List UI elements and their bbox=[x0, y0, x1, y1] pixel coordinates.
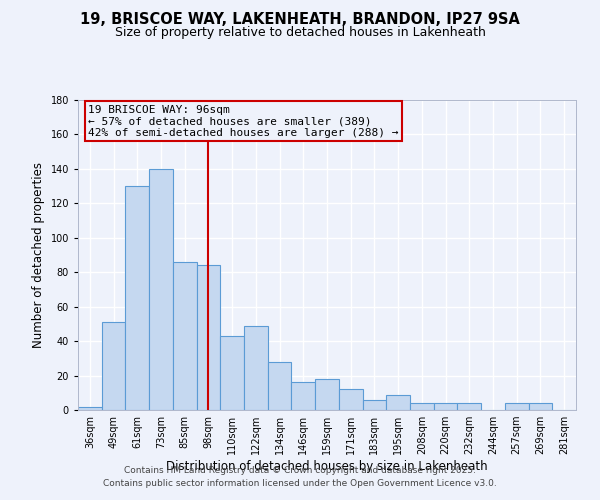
Bar bbox=[386, 394, 410, 410]
Bar bbox=[529, 403, 552, 410]
Bar bbox=[244, 326, 268, 410]
Bar bbox=[149, 169, 173, 410]
Text: 19, BRISCOE WAY, LAKENHEATH, BRANDON, IP27 9SA: 19, BRISCOE WAY, LAKENHEATH, BRANDON, IP… bbox=[80, 12, 520, 28]
Bar bbox=[292, 382, 315, 410]
Bar bbox=[315, 379, 339, 410]
Text: Size of property relative to detached houses in Lakenheath: Size of property relative to detached ho… bbox=[115, 26, 485, 39]
Bar bbox=[173, 262, 197, 410]
Bar bbox=[339, 390, 362, 410]
Bar bbox=[197, 266, 220, 410]
Bar bbox=[268, 362, 292, 410]
Bar bbox=[362, 400, 386, 410]
Bar bbox=[434, 403, 457, 410]
Bar bbox=[410, 403, 434, 410]
Bar bbox=[220, 336, 244, 410]
Bar bbox=[125, 186, 149, 410]
Bar bbox=[78, 406, 102, 410]
Y-axis label: Number of detached properties: Number of detached properties bbox=[32, 162, 45, 348]
Text: 19 BRISCOE WAY: 96sqm
← 57% of detached houses are smaller (389)
42% of semi-det: 19 BRISCOE WAY: 96sqm ← 57% of detached … bbox=[88, 104, 398, 138]
Bar bbox=[457, 403, 481, 410]
Text: Contains HM Land Registry data © Crown copyright and database right 2025.
Contai: Contains HM Land Registry data © Crown c… bbox=[103, 466, 497, 487]
Bar bbox=[505, 403, 529, 410]
Bar bbox=[102, 322, 125, 410]
X-axis label: Distribution of detached houses by size in Lakenheath: Distribution of detached houses by size … bbox=[166, 460, 488, 473]
